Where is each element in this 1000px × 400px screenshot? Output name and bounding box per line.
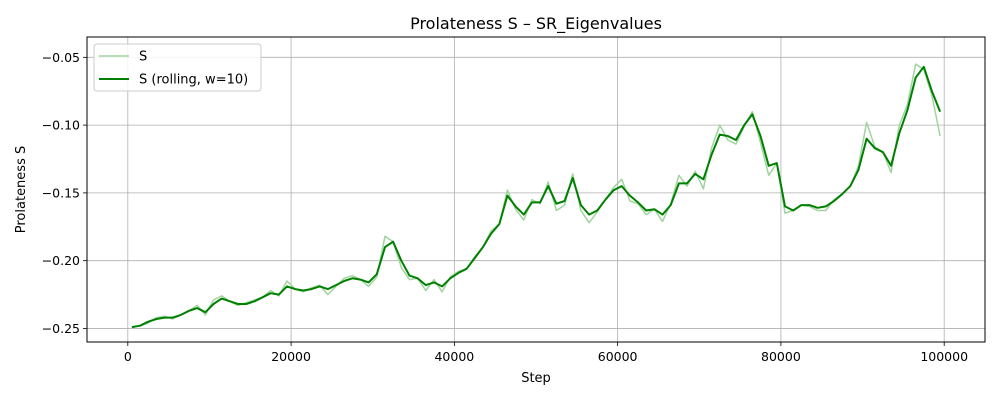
x-tick-label: 60000	[598, 349, 638, 364]
plot-area	[131, 63, 942, 329]
y-tick-label: −0.15	[42, 185, 80, 200]
y-tick-label: −0.05	[42, 50, 80, 65]
chart-title: Prolateness S – SR_Eigenvalues	[410, 14, 662, 34]
x-tick-label: 80000	[761, 349, 801, 364]
x-tick-label: 100000	[920, 349, 968, 364]
y-tick-label: −0.20	[42, 253, 80, 268]
x-tick-label: 0	[124, 349, 132, 364]
legend-label-s-rolling: S (rolling, w=10)	[139, 73, 248, 88]
x-tick-label: 20000	[271, 349, 311, 364]
legend-box	[93, 43, 262, 92]
y-tick-label: −0.10	[42, 118, 80, 133]
legend: S S (rolling, w=10)	[93, 43, 262, 92]
legend-label-s: S	[139, 50, 147, 65]
y-axis-title: Prolateness S	[14, 146, 29, 233]
y-tick-label: −0.25	[42, 321, 80, 336]
x-axis-title: Step	[521, 371, 551, 386]
y-axis: −0.25 −0.20 −0.15 −0.10 −0.05	[42, 50, 87, 336]
series-line-s-rolling	[131, 65, 942, 329]
x-axis: 0 20000 40000 60000 80000 100000	[124, 342, 968, 364]
x-tick-label: 40000	[434, 349, 474, 364]
plot-frame	[86, 36, 986, 343]
